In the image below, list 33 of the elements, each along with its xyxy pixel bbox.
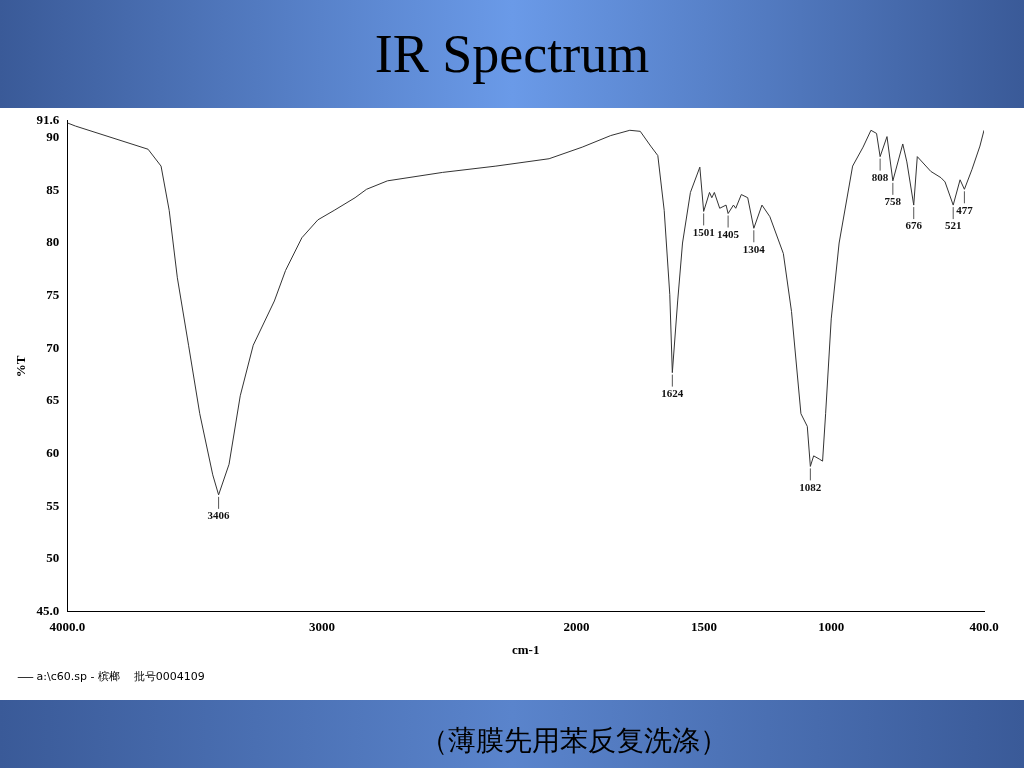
annotation: 1624 bbox=[661, 386, 684, 399]
y-tick-label: 91.6 bbox=[36, 112, 60, 128]
y-tick-label: 70 bbox=[46, 339, 60, 355]
annotation: 1501 bbox=[692, 225, 715, 238]
y-tick-label: 75 bbox=[46, 287, 60, 303]
annotation: 1304 bbox=[742, 242, 766, 255]
y-tick-label: 55 bbox=[46, 497, 60, 513]
y-tick-label: 60 bbox=[46, 445, 60, 461]
y-tick-label: 45.0 bbox=[36, 603, 60, 619]
y-tick-label: 50 bbox=[46, 550, 60, 566]
y-tick-label: 90 bbox=[46, 129, 60, 145]
y-tick-label: 85 bbox=[46, 181, 60, 197]
x-tick-label: 2000 bbox=[563, 618, 590, 634]
annotation: 808 bbox=[871, 170, 889, 183]
y-axis-title: %T bbox=[13, 355, 29, 378]
annotation: 676 bbox=[905, 219, 923, 232]
annotation: 758 bbox=[884, 195, 902, 208]
x-tick-label: 1000 bbox=[818, 618, 845, 634]
annotation: 521 bbox=[944, 219, 962, 232]
chart-title: IR Spectrum bbox=[0, 0, 1024, 108]
x-tick-label: 1500 bbox=[690, 618, 717, 634]
annotation: 1405 bbox=[717, 227, 740, 240]
x-tick-label: 3000 bbox=[308, 618, 335, 634]
annotation: 477 bbox=[956, 203, 974, 216]
x-tick-label: 400.0 bbox=[969, 618, 999, 634]
annotation: 3406 bbox=[207, 509, 231, 522]
x-axis-title: cm-1 bbox=[511, 641, 540, 657]
text: （薄膜先用苯反复洗涤） bbox=[420, 724, 728, 758]
y-tick-label: 65 bbox=[46, 392, 60, 408]
y-tick-label: 80 bbox=[46, 234, 60, 250]
x-tick-label: 4000.0 bbox=[49, 618, 86, 634]
legend-label: a:\c60.sp - 槟榔 批号0004109 bbox=[36, 670, 205, 684]
annotation: 1082 bbox=[799, 480, 822, 493]
